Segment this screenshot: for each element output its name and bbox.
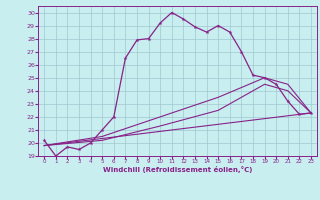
X-axis label: Windchill (Refroidissement éolien,°C): Windchill (Refroidissement éolien,°C): [103, 166, 252, 173]
